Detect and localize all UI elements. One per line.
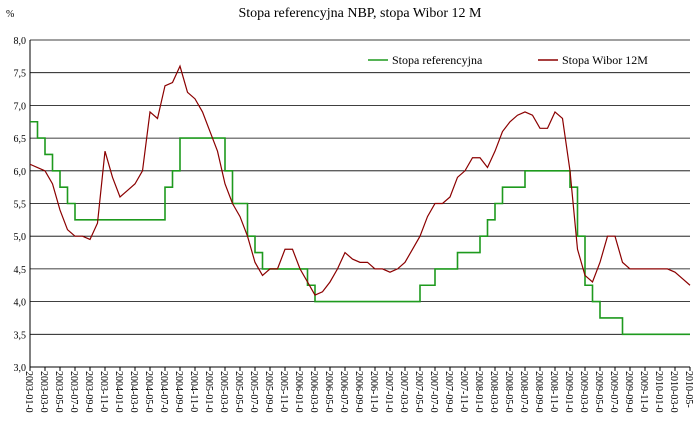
x-tick-label: 2007-01-0 <box>383 371 394 413</box>
x-tick-label: 2004-11-0 <box>188 371 199 412</box>
y-tick-label: 6,5 <box>14 134 27 145</box>
x-tick-label: 2009-07-0 <box>608 371 619 413</box>
x-tick-label: 2003-03-0 <box>38 371 49 413</box>
x-tick-label: 2007-05-0 <box>413 371 424 413</box>
x-tick-label: 2004-09-0 <box>173 371 184 413</box>
x-tick-label: 2006-07-0 <box>338 371 349 413</box>
x-tick-label: 2005-01-0 <box>203 371 214 413</box>
x-tick-label: 2003-11-0 <box>98 371 109 412</box>
y-tick-label: 8,0 <box>14 36 27 47</box>
series-line <box>29 64 691 296</box>
legend-label: Stopa Wibor 12M <box>562 53 648 67</box>
y-tick-label: 4,0 <box>14 298 27 309</box>
legend-label: Stopa referencyjna <box>392 53 483 67</box>
y-tick-label: 7,5 <box>14 69 27 80</box>
x-tick-label: 2004-03-0 <box>128 371 139 413</box>
y-tick-label: 3,0 <box>14 363 27 374</box>
x-tick-label: 2005-05-0 <box>233 371 244 413</box>
y-tick-label: 6,0 <box>14 167 27 178</box>
x-tick-label: 2006-03-0 <box>308 371 319 413</box>
y-tick-label: 7,0 <box>14 101 27 112</box>
x-tick-label: 2009-01-0 <box>563 371 574 413</box>
x-tick-label: 2006-05-0 <box>323 371 334 413</box>
y-tick-label: 5,5 <box>14 200 27 211</box>
x-tick-label: 2007-11-0 <box>458 371 469 412</box>
x-tick-label: 2008-01-0 <box>473 371 484 413</box>
x-tick-label: 2004-01-0 <box>113 371 124 413</box>
x-tick-label: 2009-03-0 <box>578 371 589 413</box>
x-tick-label: 2006-09-0 <box>353 371 364 413</box>
x-tick-label: 2005-11-0 <box>278 371 289 412</box>
x-tick-label: 2008-09-0 <box>533 371 544 413</box>
x-tick-label: 2005-07-0 <box>248 371 259 413</box>
x-tick-label: 2005-03-0 <box>218 371 229 413</box>
y-tick-label: 3,5 <box>14 330 27 341</box>
x-tick-label: 2004-05-0 <box>143 371 154 413</box>
x-tick-label: 2004-07-0 <box>158 371 169 413</box>
x-tick-label: 2006-11-0 <box>368 371 379 412</box>
x-tick-label: 2010-03-0 <box>668 371 679 413</box>
y-tick-label: 5,0 <box>14 232 27 243</box>
x-tick-label: 2009-05-0 <box>593 371 604 413</box>
x-tick-label: 2003-07-0 <box>68 371 79 413</box>
x-tick-label: 2007-03-0 <box>398 371 409 413</box>
chart-title: Stopa referencyjna NBP, stopa Wibor 12 M <box>239 6 483 21</box>
x-tick-label: 2008-03-0 <box>488 371 499 413</box>
x-tick-label: 2007-09-0 <box>443 371 454 413</box>
x-tick-label: 2010-01-0 <box>653 371 664 413</box>
x-tick-label: 2008-07-0 <box>518 371 529 413</box>
x-tick-label: 2010-05- <box>683 371 694 408</box>
x-tick-label: 2009-09-0 <box>623 371 634 413</box>
y-tick-label: 4,5 <box>14 265 27 276</box>
x-tick-label: 2003-09-0 <box>83 371 94 413</box>
x-tick-label: 2007-07-0 <box>428 371 439 413</box>
y-unit-label: % <box>6 9 14 20</box>
x-tick-label: 2008-05-0 <box>503 371 514 413</box>
x-tick-label: 2005-09-0 <box>263 371 274 413</box>
x-tick-label: 2006-01-0 <box>293 371 304 413</box>
x-tick-label: 2008-11-0 <box>548 371 559 412</box>
series-line <box>30 120 690 336</box>
x-tick-label: 2003-01-0 <box>23 371 34 413</box>
x-tick-label: 2003-05-0 <box>53 371 64 413</box>
x-tick-label: 2009-11-0 <box>638 371 649 412</box>
